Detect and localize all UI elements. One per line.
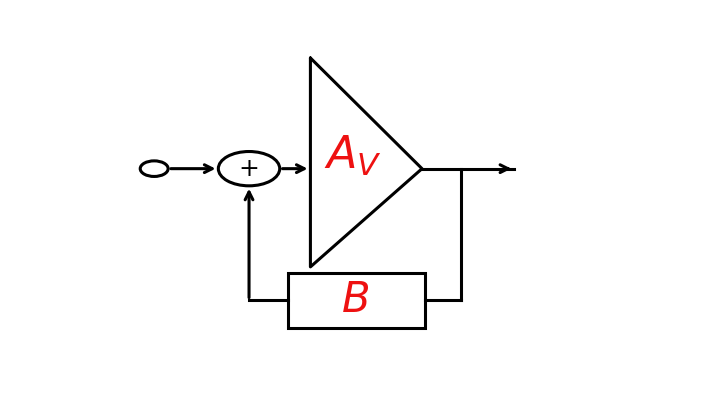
Text: $A_V$: $A_V$ [324,134,382,178]
Text: B: B [342,279,371,322]
Text: +: + [238,157,259,181]
Bar [288,273,425,328]
